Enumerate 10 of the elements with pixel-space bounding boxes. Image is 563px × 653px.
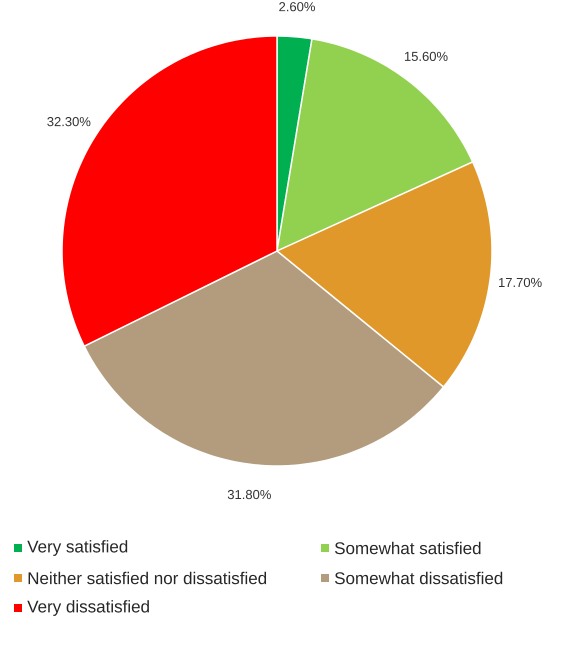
data-label: 17.70% — [499, 278, 542, 288]
legend-label: Somewhat dissatisfied — [334, 572, 502, 584]
data-label: 15.60% — [404, 52, 448, 61]
data-label: 32.30% — [47, 117, 90, 126]
data-label: 31.80% — [228, 490, 271, 500]
legend-label: Very dissatisfied — [27, 600, 149, 616]
legend-label: Somewhat satisfied — [334, 542, 480, 554]
legend-label: Neither satisfied nor dissatisfied — [28, 572, 266, 584]
data-label: 2.60% — [279, 2, 315, 12]
legend-label: Very satisfied — [27, 540, 128, 556]
